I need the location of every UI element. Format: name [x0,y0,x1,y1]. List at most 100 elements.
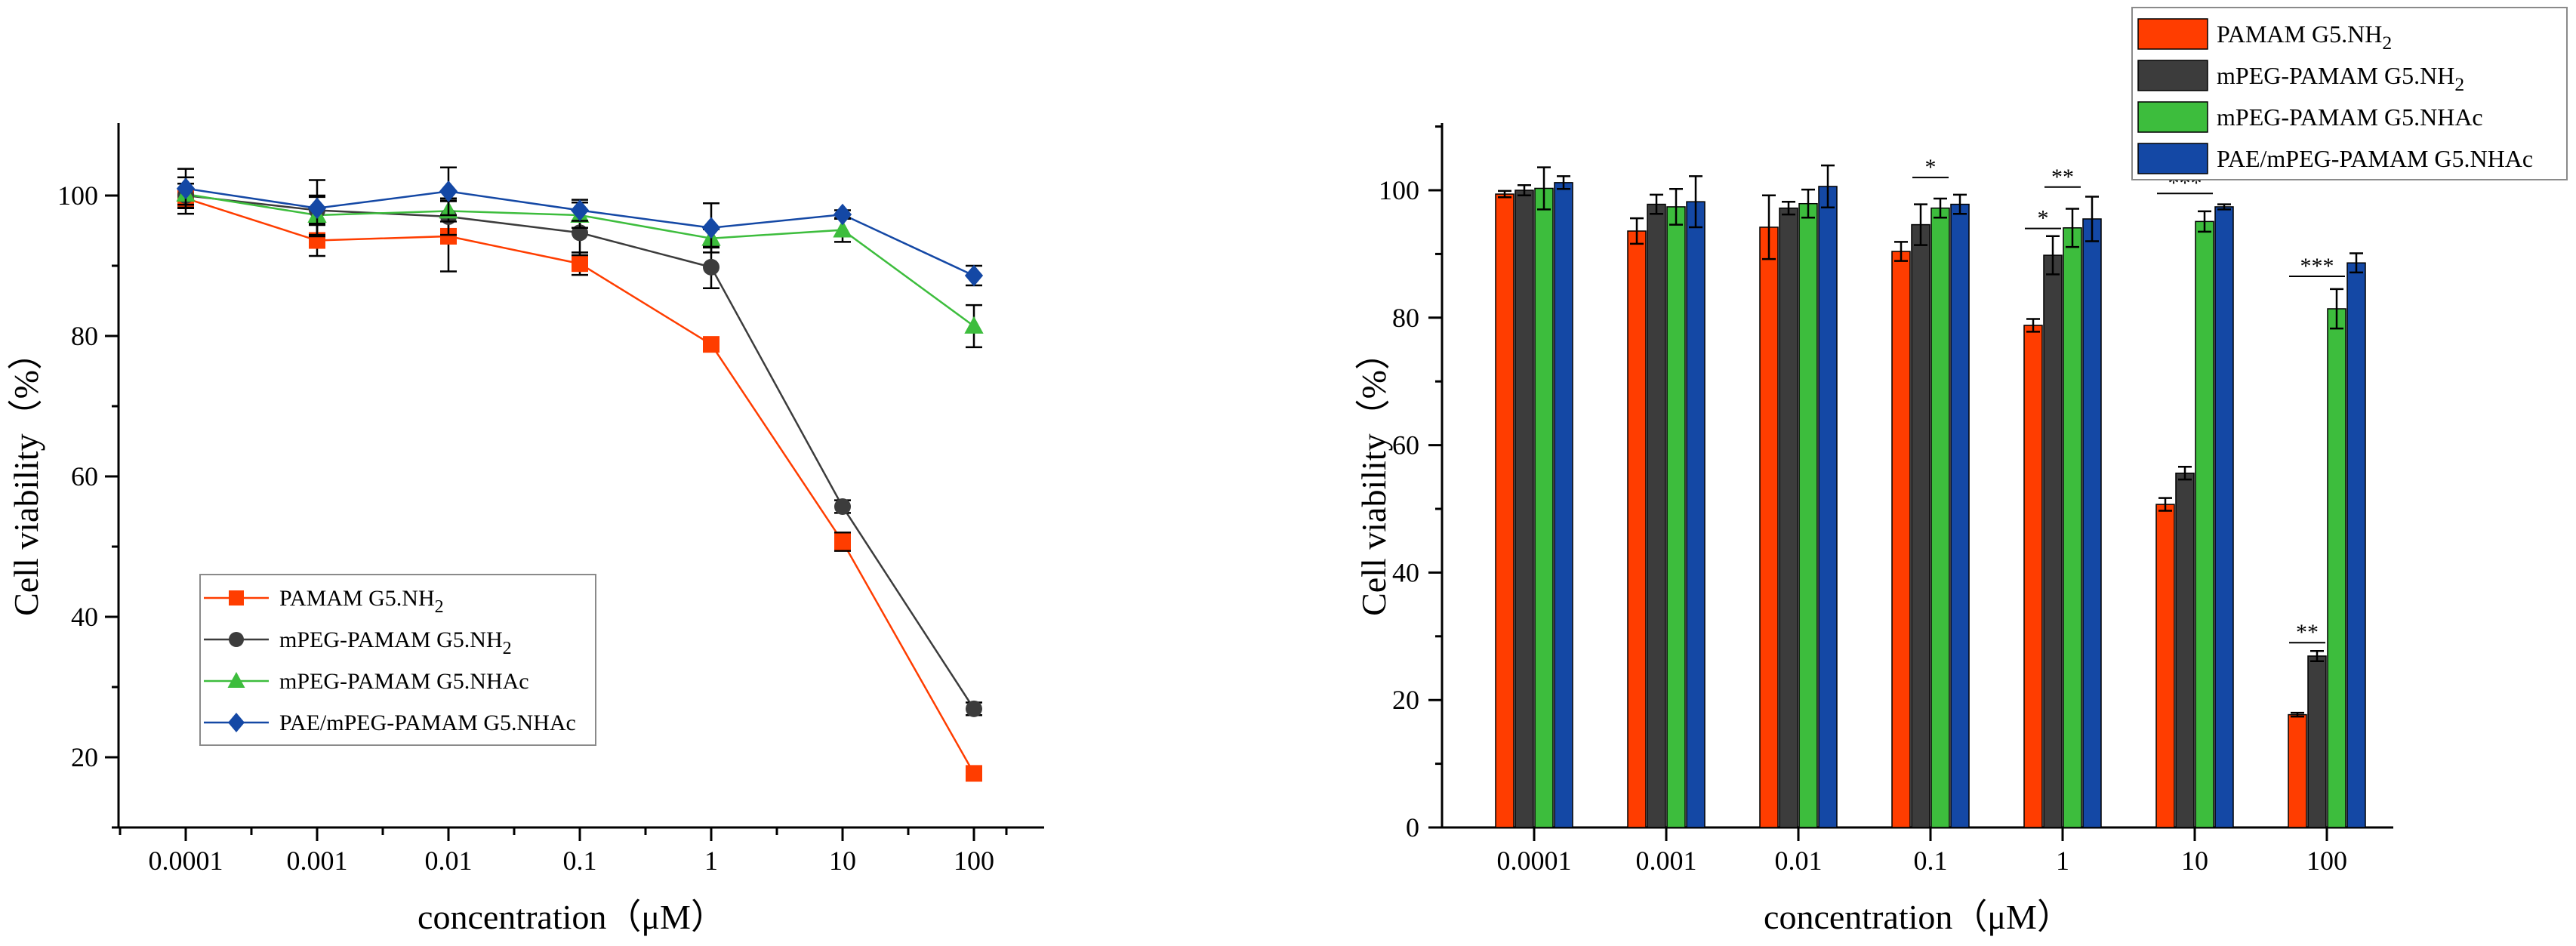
bar [2063,227,2082,828]
x-tick-label: 1 [2056,846,2069,876]
diamond-marker [228,713,245,732]
y-tick-label: 60 [1392,430,1419,461]
bar [1554,182,1573,828]
circle-marker [834,498,851,515]
x-tick-label: 0.0001 [1497,846,1572,876]
x-tick-label: 0.01 [425,846,473,876]
bar [2082,218,2102,828]
legend-box [199,574,596,746]
circle-marker [229,632,244,647]
y-tick-label: 80 [71,321,98,351]
significance-label: ** [2051,165,2074,190]
line-chart: 20 40 60 80 100 0.0001 0.001 0.01 0.1 1 10 100 Cel… [7,123,1044,936]
triangle-marker [964,316,984,334]
legend-label: mPEG-PAMAM G5.NH2 [2217,62,2464,95]
significance-label: * [1925,155,1937,180]
legend-label-text: PAMAM G5.NH [2217,20,2382,48]
x-tick-label: 0.001 [287,846,348,876]
bar [1911,223,1930,828]
legend-label-subscript: 2 [2454,73,2464,95]
legend-label: PAMAM G5.NH2 [279,586,444,617]
y-tick-label: 20 [71,742,98,772]
x-tick-label: 10 [2181,846,2208,876]
legend-label-text: PAMAM G5.NH [279,586,435,611]
x-axis-title: concentration（μM） [1764,898,2072,936]
x-tick-label: 100 [2306,846,2347,876]
diamond-marker [570,199,590,221]
y-tick-label: 100 [57,180,98,211]
square-marker [834,533,851,550]
diamond-marker [307,197,327,220]
square-marker [572,255,588,273]
triangle-marker [227,672,245,688]
x-tick-label: 0.1 [563,846,597,876]
bar [1930,207,1950,828]
legend-label-subscript: 2 [503,639,512,658]
y-tick-label: 60 [71,461,98,491]
legend-label-text: PAE/mPEG-PAMAM G5.NHAc [279,710,576,735]
legend-label: PAMAM G5.NH2 [2217,20,2392,54]
x-tick-label: 1 [704,846,718,876]
legend-label-subscript: 2 [2382,32,2392,54]
bar [1495,193,1514,828]
bar [1514,190,1534,828]
legend-label: mPEG-PAMAM G5.NHAc [2217,103,2483,131]
bar [1647,203,1666,828]
y-tick-label: 0 [1406,812,1419,843]
bar [2307,655,2327,828]
circle-marker [966,700,982,717]
diamond-marker [439,180,458,202]
x-tick-label: 0.0001 [149,846,223,876]
square-marker [440,227,457,245]
x-tick-label: 100 [954,846,994,876]
bar [2346,262,2366,828]
diamond-marker [176,177,196,199]
bar [2288,713,2307,828]
bar [1798,202,1818,828]
triangle-marker [833,220,852,238]
square-marker [966,765,982,782]
bar [1534,187,1554,828]
legend-label-text: mPEG-PAMAM G5.NHAc [279,669,529,694]
circle-marker [703,258,719,276]
y-tick-label: 40 [71,602,98,632]
x-tick-label: 0.001 [1636,846,1697,876]
legend-label-text: mPEG-PAMAM G5.NH [279,627,503,652]
diamond-marker [964,264,984,287]
y-tick-label: 80 [1392,303,1419,333]
x-tick-label: 0.1 [1914,846,1948,876]
bar [1891,251,1911,828]
bar [2175,472,2195,828]
bar [1818,186,1838,828]
y-axis-title: Cell viability（%） [7,335,45,616]
legend-label: PAE/mPEG-PAMAM G5.NHAc [279,710,576,735]
bar [2195,220,2214,828]
bar [2214,206,2234,828]
diamond-marker [833,203,852,226]
legend-label-text: PAE/mPEG-PAMAM G5.NHAc [2217,145,2533,172]
bar [1686,201,1706,828]
y-axis-title: Cell viability（%） [1354,335,1393,616]
legend-swatch [2137,101,2208,133]
legend-label-subscript: 2 [435,597,444,617]
legend-label: mPEG-PAMAM G5.NHAc [279,669,529,694]
x-tick-label: 10 [829,846,856,876]
legend-label: mPEG-PAMAM G5.NH2 [279,627,512,658]
legend-swatch [2137,18,2208,50]
square-marker [229,590,244,606]
legend-label: PAE/mPEG-PAMAM G5.NHAc [2217,145,2533,172]
square-marker [703,336,719,353]
significance-label: *** [2300,254,2334,279]
bar [1779,207,1798,828]
x-tick-label: 0.01 [1775,846,1823,876]
significance-label: ** [2296,620,2319,645]
bar [1950,203,1970,828]
x-axis-title: concentration（μM） [418,898,726,936]
y-tick-label: 100 [1379,175,1419,205]
legend-label-text: mPEG-PAMAM G5.NH [2217,62,2454,89]
legend-swatch [2137,60,2208,91]
